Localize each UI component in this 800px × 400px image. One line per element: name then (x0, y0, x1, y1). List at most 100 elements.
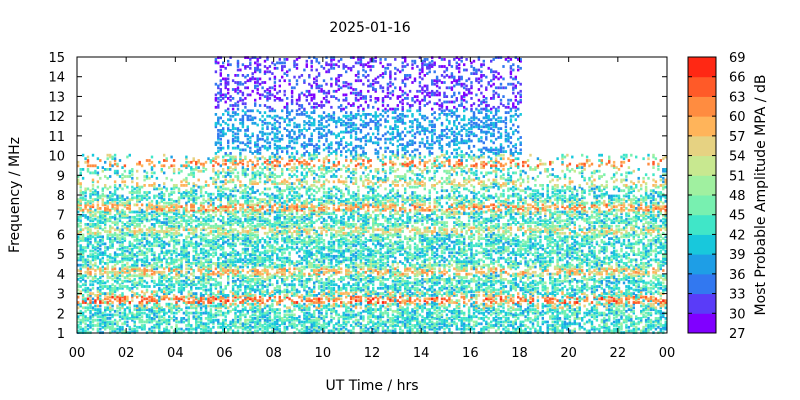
heatmap-cell (214, 171, 218, 175)
heatmap-cell (185, 194, 188, 198)
heatmap-cell (192, 157, 195, 161)
heatmap-cell (192, 306, 195, 310)
heatmap-cell (123, 231, 127, 235)
heatmap-cell (143, 306, 146, 310)
heatmap-cell (224, 254, 227, 258)
heatmap-cell (202, 304, 205, 308)
heatmap-cell (276, 182, 279, 185)
heatmap-cell (249, 318, 252, 322)
heatmap-cell (101, 237, 104, 240)
heatmap-cell (295, 294, 299, 297)
heatmap-cell (207, 315, 210, 319)
heatmap-cell (244, 143, 247, 146)
heatmap-cell (185, 324, 188, 327)
heatmap-cell (263, 239, 267, 242)
heatmap-cell (256, 66, 259, 70)
heatmap-cell (140, 228, 144, 232)
heatmap-cell (227, 208, 230, 212)
heatmap-cell (195, 168, 198, 171)
heatmap-cell (138, 199, 141, 203)
heatmap-cell (195, 320, 198, 324)
heatmap-cell (283, 322, 286, 326)
heatmap-cell (136, 267, 139, 271)
heatmap-cell (268, 322, 272, 326)
heatmap-cell (94, 274, 97, 278)
heatmap-cell (286, 111, 289, 114)
heatmap-cell (94, 279, 97, 283)
heatmap-cell (276, 281, 279, 285)
heatmap-cell (219, 286, 222, 290)
heatmap-cell (207, 249, 210, 253)
heatmap-cell (89, 230, 92, 233)
heatmap-cell (261, 168, 264, 171)
heatmap-cell (244, 168, 247, 171)
heatmap-cell (261, 81, 264, 84)
heatmap-cell (271, 180, 274, 184)
heatmap-cell (290, 283, 294, 287)
heatmap-cell (160, 191, 163, 194)
heatmap-cell (251, 207, 254, 210)
heatmap-cell (116, 173, 119, 177)
heatmap-cell (236, 176, 240, 180)
heatmap-cell (217, 295, 220, 299)
heatmap-cell (207, 317, 210, 320)
heatmap-cell (293, 182, 296, 185)
heatmap-cell (77, 317, 80, 320)
heatmap-cell (104, 210, 107, 214)
heatmap-cell (96, 304, 100, 308)
heatmap-cell (266, 276, 269, 279)
heatmap-cell (239, 217, 242, 221)
heatmap-cell (222, 184, 225, 187)
heatmap-cell (177, 290, 181, 294)
heatmap-cell (263, 157, 267, 161)
heatmap-cell (212, 244, 215, 248)
heatmap-cell (91, 320, 95, 324)
heatmap-cell (249, 61, 252, 65)
heatmap-cell (140, 208, 144, 212)
heatmap-cell (128, 233, 131, 237)
heatmap-cell (246, 199, 249, 203)
heatmap-cell (138, 210, 141, 214)
heatmap-cell (207, 219, 210, 223)
heatmap-cell (251, 212, 254, 216)
heatmap-cell (165, 294, 168, 297)
heatmap-cell (283, 283, 286, 287)
heatmap-cell (126, 199, 129, 203)
heatmap-cell (158, 288, 161, 292)
heatmap-cell (96, 294, 100, 297)
heatmap-cell (236, 215, 240, 219)
heatmap-cell (254, 290, 257, 294)
heatmap-cell (212, 315, 215, 319)
heatmap-cell (81, 176, 85, 180)
heatmap-cell (227, 168, 230, 171)
heatmap-cell (155, 322, 159, 326)
heatmap-cell (118, 244, 122, 248)
heatmap-cell (89, 237, 92, 240)
heatmap-cell (199, 228, 203, 232)
heatmap-cell (170, 155, 173, 159)
heatmap-cell (106, 217, 109, 221)
heatmap-cell (84, 214, 87, 217)
heatmap-cell (271, 72, 274, 75)
heatmap-cell (288, 141, 291, 145)
heatmap-cell (202, 329, 205, 333)
heatmap-cell (158, 311, 161, 315)
heatmap-cell (288, 111, 291, 114)
heatmap-cell (121, 279, 124, 283)
heatmap-cell (246, 215, 249, 219)
heatmap-cell (155, 304, 159, 308)
heatmap-cell (219, 95, 222, 98)
heatmap-cell (231, 217, 235, 221)
heatmap-cell (227, 113, 230, 116)
heatmap-cell (140, 203, 144, 207)
heatmap-cell (197, 311, 200, 315)
heatmap-cell (140, 308, 144, 311)
heatmap-cell (288, 155, 291, 159)
heatmap-cell (104, 242, 107, 246)
heatmap-cell (91, 263, 95, 267)
heatmap-cell (239, 313, 242, 317)
heatmap-cell (288, 162, 291, 166)
heatmap-cell (293, 130, 296, 134)
heatmap-cell (256, 79, 259, 83)
heatmap-cell (295, 240, 299, 244)
